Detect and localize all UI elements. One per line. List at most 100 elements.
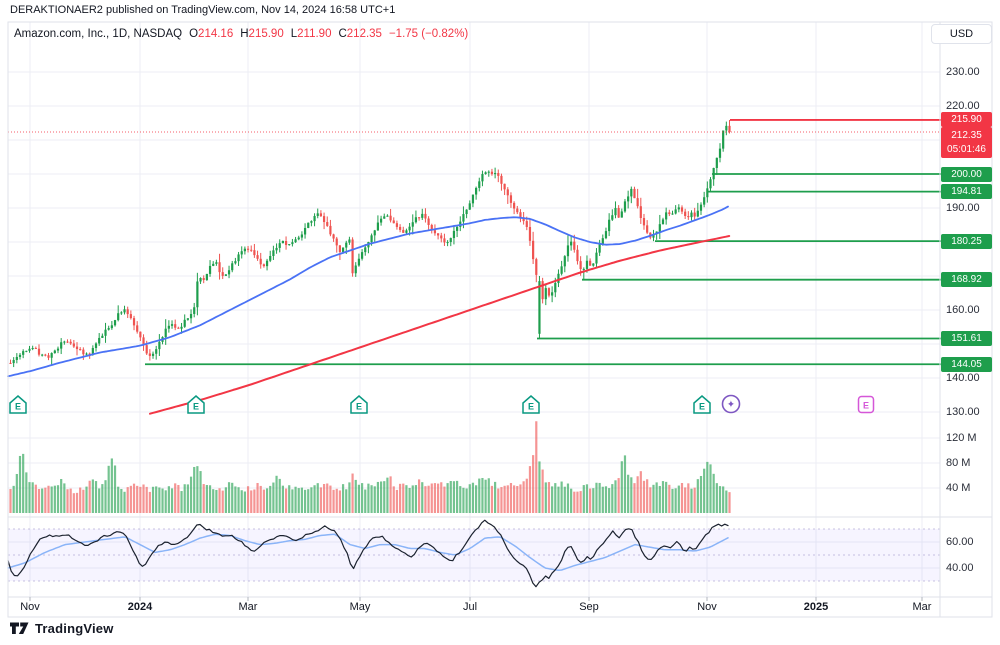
candle-body <box>72 343 75 347</box>
volume-bar <box>31 482 34 513</box>
candle-body <box>433 230 437 234</box>
volume-bar <box>551 486 554 513</box>
candle-body <box>351 239 354 274</box>
volume-bar <box>576 491 579 513</box>
candle-body <box>633 188 636 199</box>
candle-body <box>341 247 345 252</box>
candle-body <box>31 348 34 350</box>
volume-bar <box>348 482 351 513</box>
candle-body <box>50 353 53 358</box>
candle-body <box>294 239 297 243</box>
candle-body <box>15 356 18 360</box>
volume-bar <box>310 487 313 513</box>
currency-toggle-button[interactable]: USD <box>931 24 992 44</box>
candle-body <box>585 260 589 269</box>
volume-bar <box>345 489 348 513</box>
volume-bar <box>427 485 430 513</box>
candle-body <box>614 208 617 216</box>
candle-body <box>326 222 329 226</box>
volume-bar <box>718 486 722 513</box>
volume-bar <box>671 488 674 513</box>
candle-body <box>639 206 642 219</box>
candle-body <box>370 235 373 243</box>
volume-bar <box>525 478 528 513</box>
volume-bar <box>462 487 465 513</box>
candle-body <box>253 250 256 256</box>
candle-body <box>186 318 189 320</box>
volume-bar <box>661 481 665 513</box>
volume-bar <box>335 488 338 513</box>
volume-bar <box>101 484 104 513</box>
candle-body <box>538 281 541 334</box>
candle-body <box>725 125 728 131</box>
candle-body <box>22 351 25 355</box>
volume-bar <box>408 487 411 513</box>
candle-body <box>383 216 386 219</box>
earnings-badge <box>350 395 368 414</box>
volume-bar <box>582 485 585 513</box>
symbol-title: Amazon.com, Inc., 1D, NASDAQ <box>14 28 183 40</box>
candle-body <box>573 241 576 250</box>
ma-fast-line <box>7 205 729 378</box>
candle-body <box>335 238 338 246</box>
candle-body <box>88 353 91 355</box>
volume-bar <box>535 421 538 513</box>
candle-body <box>164 328 167 338</box>
candle-body <box>310 221 313 223</box>
candle-body <box>338 245 342 252</box>
candle-body <box>630 188 633 197</box>
candle-body <box>104 329 107 336</box>
tradingview-attribution[interactable]: TradingView <box>10 621 114 636</box>
candle-body <box>478 181 481 188</box>
volume-bar <box>37 488 41 513</box>
volume-bar <box>132 483 136 513</box>
candle-body <box>288 244 291 246</box>
candle-body <box>322 216 326 223</box>
volume-bar <box>592 488 595 513</box>
volume-bar <box>269 485 272 513</box>
candle-body <box>170 324 174 326</box>
volume-bar <box>126 487 129 513</box>
legend-h-key: H <box>240 28 249 40</box>
volume-bar <box>633 483 636 513</box>
volume-bar <box>25 472 28 513</box>
volume-bar <box>237 487 240 513</box>
volume-bar <box>66 489 69 513</box>
volume-bar <box>668 484 671 513</box>
volume-bar <box>294 486 297 513</box>
volume-bar <box>706 461 709 513</box>
candle-body <box>475 187 478 195</box>
candle-body <box>25 350 28 352</box>
volume-bar <box>177 484 180 513</box>
candle-body <box>262 264 265 267</box>
volume-bar <box>386 477 389 513</box>
volume-bar <box>598 482 601 513</box>
volume-bar <box>579 491 582 513</box>
candle-body <box>313 215 316 222</box>
candle-body <box>579 261 582 270</box>
candle-body <box>193 307 196 314</box>
volume-bar <box>630 477 633 513</box>
candle-body <box>712 167 715 180</box>
volume-bar <box>107 465 110 513</box>
volume-bar <box>389 476 392 513</box>
earnings-letter: E <box>193 401 199 411</box>
volume-bar <box>712 473 715 513</box>
volume-bar <box>88 480 91 513</box>
candle-body <box>215 262 218 264</box>
volume-bar <box>414 485 418 513</box>
candle-body <box>557 273 560 284</box>
volume-bar <box>652 484 655 513</box>
volume-bar <box>677 485 680 513</box>
candle-body <box>9 362 12 364</box>
volume-bar <box>113 465 117 513</box>
volume-bar <box>281 485 284 513</box>
volume-bar <box>544 482 547 513</box>
candle-body <box>665 212 668 220</box>
candle-body <box>522 217 525 222</box>
symbol-legend[interactable]: Amazon.com, Inc., 1D, NASDAQ O214.16 H215.… <box>14 28 468 40</box>
candle-body <box>189 313 193 319</box>
volume-bar <box>164 490 167 513</box>
volume-bar <box>693 487 696 513</box>
